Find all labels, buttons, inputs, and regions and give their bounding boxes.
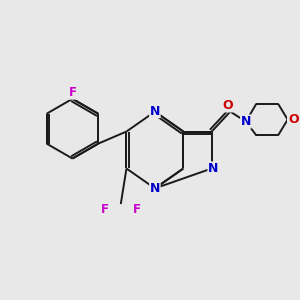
Text: N: N <box>150 104 160 118</box>
Text: O: O <box>289 113 299 126</box>
Text: F: F <box>132 203 140 216</box>
Text: F: F <box>101 203 109 216</box>
Text: F: F <box>68 86 76 99</box>
Text: N: N <box>208 162 218 175</box>
Text: N: N <box>150 182 160 196</box>
Text: O: O <box>222 99 233 112</box>
Text: N: N <box>241 115 251 128</box>
